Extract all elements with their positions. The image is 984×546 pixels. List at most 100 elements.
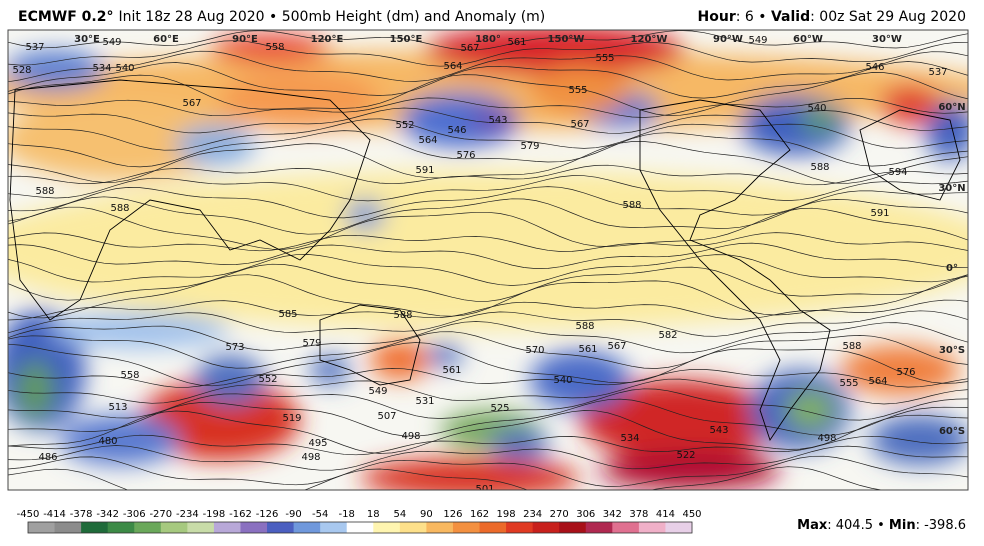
contour-label: 555 (595, 53, 614, 64)
contour-line (8, 175, 968, 202)
colorbar-cell (134, 522, 162, 533)
contour-label: 576 (456, 150, 475, 161)
colorbar-label: 414 (656, 509, 675, 520)
colorbar-label: 378 (629, 509, 648, 520)
anomaly-blob (400, 92, 520, 148)
map: 537 549 558 567 561 564 555 549 546 537 528 534 540 5… (8, 30, 968, 506)
longitude-label: 150°W (548, 34, 585, 45)
contour-label: 555 (839, 378, 858, 389)
contour-label: 588 (622, 200, 641, 211)
colorbar-cell (479, 522, 507, 533)
contour-line (8, 388, 968, 421)
anomaly-blob (8, 170, 968, 330)
contour-line (8, 97, 968, 118)
contour-label: 477 (47, 495, 66, 506)
contour-line (8, 321, 968, 354)
anomaly-blob (8, 50, 105, 90)
colorbar-cell (612, 522, 640, 533)
contour-line (8, 118, 968, 151)
contour-label: 561 (442, 365, 461, 376)
contour-label: 567 (460, 43, 479, 54)
contour-label: 549 (368, 386, 387, 397)
longitude-label: 120°E (311, 34, 344, 45)
contour-label: 564 (418, 135, 437, 146)
contour-line (8, 434, 968, 456)
contour-label: 573 (225, 342, 244, 353)
contour-label: 549 (102, 37, 121, 48)
anomaly-blob (425, 30, 685, 75)
colorbar-cell (585, 522, 613, 533)
text-run: : 00z Sat 29 Aug 2020 (810, 9, 966, 25)
longitude-label: 60°E (153, 34, 179, 45)
contour-line (8, 274, 968, 319)
contour-label: 552 (395, 120, 414, 131)
anomaly-shading (8, 30, 968, 490)
colorbar-label: -414 (43, 509, 66, 520)
latitude-label: 30°N (938, 183, 965, 194)
colorbar-label: 162 (470, 509, 489, 520)
contour-label: 588 (110, 203, 129, 214)
contour-label: 567 (570, 119, 589, 130)
colorbar-cell (506, 522, 534, 533)
contour-label: 546 (447, 125, 466, 136)
anomaly-blob (310, 355, 350, 385)
title: ECMWF 0.2° (18, 9, 113, 25)
longitude-labels: 30°E 60°E 90°E 120°E 150°E 180° 150°W 120°W 90°W… (74, 34, 902, 45)
contour-label: 549 (748, 35, 767, 46)
contour-label: 579 (302, 338, 321, 349)
contour-label: 570 (525, 345, 544, 356)
anomaly-blob (50, 312, 230, 348)
anomaly-blob (15, 360, 55, 420)
longitude-label: 60°W (793, 34, 823, 45)
anomaly-blob (785, 390, 835, 430)
anomaly-blob (530, 65, 630, 115)
contour-label: 561 (507, 37, 526, 48)
anomaly-blob (370, 340, 430, 380)
text-run: Hour (698, 9, 736, 25)
colorbar-label: -126 (256, 509, 279, 520)
contour-label: 588 (810, 162, 829, 173)
colorbar-cell (559, 522, 587, 533)
colorbar-cell (320, 522, 348, 533)
colorbar-label: 90 (420, 509, 433, 520)
colorbar-label: -234 (176, 509, 199, 520)
colorbar-cell (213, 522, 241, 533)
contour-label: 552 (258, 374, 277, 385)
colorbar-label: -18 (339, 509, 355, 520)
contour-label: 543 (709, 425, 728, 436)
contour-label: 564 (868, 376, 887, 387)
anomaly-blob (360, 458, 580, 490)
contour-line (8, 232, 968, 252)
contour-label: 483 (170, 495, 189, 506)
colorbar-cell (293, 522, 321, 533)
text-run: : 404.5 • (827, 518, 889, 533)
colorbar-cell (107, 522, 135, 533)
contour-label: 540 (115, 63, 134, 74)
colorbar-cell (373, 522, 401, 533)
colorbar-frame (27, 521, 693, 534)
contour-line (8, 310, 968, 337)
contour-label: 495 (308, 438, 327, 449)
longitude-label: 90°W (713, 34, 743, 45)
anomaly-blob (175, 125, 255, 165)
colorbar-cell (267, 522, 295, 533)
contour-line (8, 72, 968, 116)
longitude-label: 150°E (390, 34, 423, 45)
colorbar-label: -342 (96, 509, 119, 520)
colorbar-label: 342 (603, 509, 622, 520)
contour-line (8, 368, 968, 388)
colorbar-cell (665, 522, 693, 533)
header: ECMWF 0.2° Init 18z 28 Aug 2020 • 500mb H… (18, 9, 545, 25)
colorbar-label: 126 (443, 509, 462, 520)
contour-label: 498 (817, 433, 836, 444)
colorbar-cell (426, 522, 454, 533)
latitude-label: 60°N (938, 102, 965, 113)
contour-label: 531 (415, 396, 434, 407)
coastlines (9, 79, 961, 442)
contour-line (8, 410, 968, 454)
contour-label: 513 (108, 402, 127, 413)
colorbar-cell (187, 522, 215, 533)
contour-line (8, 398, 968, 437)
contour-label: 522 (676, 450, 695, 461)
